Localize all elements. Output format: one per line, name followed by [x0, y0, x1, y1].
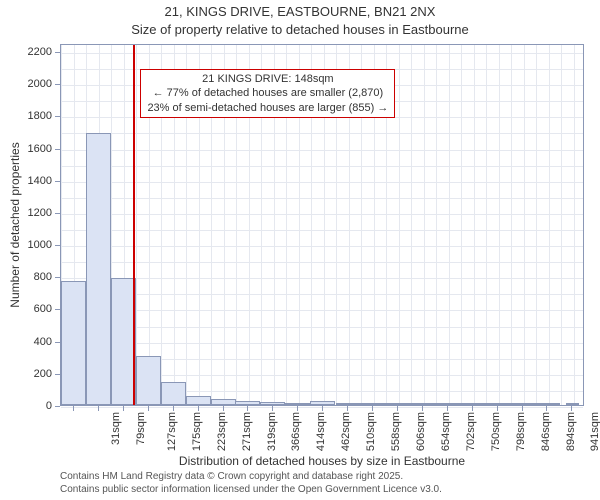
- x-tick-label: 462sqm: [340, 412, 352, 451]
- x-tick-label: 558sqm: [390, 412, 402, 451]
- x-tick-label: 702sqm: [465, 412, 477, 451]
- y-tick-label: 2000: [0, 78, 52, 90]
- x-tick-label: 79sqm: [135, 412, 147, 445]
- chart-title-line1: 21, KINGS DRIVE, EASTBOURNE, BN21 2NX: [0, 4, 600, 19]
- annotation-line-3: 23% of semi-detached houses are larger (…: [147, 101, 388, 115]
- x-tick-label: 846sqm: [540, 412, 552, 451]
- x-tick-label: 894sqm: [565, 412, 577, 451]
- x-tick-label: 510sqm: [365, 412, 377, 451]
- histogram-bar: [486, 403, 511, 405]
- footer-line-1: Contains HM Land Registry data © Crown c…: [60, 470, 442, 483]
- histogram-bar: [386, 403, 411, 405]
- x-tick-label: 319sqm: [266, 412, 278, 451]
- histogram-chart: 21, KINGS DRIVE, EASTBOURNE, BN21 2NX Si…: [0, 0, 600, 500]
- x-tick-label: 175sqm: [191, 412, 203, 451]
- x-tick-label: 798sqm: [515, 412, 527, 451]
- histogram-bar: [310, 401, 335, 405]
- chart-title-line2: Size of property relative to detached ho…: [0, 22, 600, 37]
- x-tick-label: 127sqm: [166, 412, 178, 451]
- histogram-bar: [186, 396, 211, 405]
- plot-area: 21 KINGS DRIVE: 148sqm← 77% of detached …: [60, 44, 584, 406]
- histogram-bar: [411, 403, 436, 405]
- histogram-bar: [161, 382, 186, 405]
- x-tick-label: 606sqm: [415, 412, 427, 451]
- annotation-line-1: 21 KINGS DRIVE: 148sqm: [147, 72, 388, 86]
- histogram-bar: [566, 403, 579, 405]
- histogram-bar: [235, 401, 260, 405]
- y-tick-label: 1800: [0, 110, 52, 122]
- histogram-bar: [111, 278, 136, 405]
- y-tick-label: 200: [0, 368, 52, 380]
- y-tick-label: 0: [0, 400, 52, 412]
- histogram-bar: [260, 402, 285, 405]
- histogram-bar: [86, 133, 111, 405]
- histogram-bar: [136, 356, 161, 405]
- footer-line-2: Contains public sector information licen…: [60, 483, 442, 496]
- y-tick-label: 1400: [0, 175, 52, 187]
- x-tick-label: 750sqm: [490, 412, 502, 451]
- y-tick-label: 600: [0, 303, 52, 315]
- histogram-bar: [361, 403, 386, 405]
- y-axis-title: Number of detached properties: [8, 135, 22, 315]
- annotation-callout: 21 KINGS DRIVE: 148sqm← 77% of detached …: [140, 69, 395, 118]
- x-tick-label: 941sqm: [590, 412, 600, 451]
- histogram-bar: [61, 281, 86, 405]
- annotation-line-2: ← 77% of detached houses are smaller (2,…: [147, 86, 388, 100]
- property-marker-line: [133, 45, 135, 405]
- y-tick-label: 1000: [0, 239, 52, 251]
- footer-attribution: Contains HM Land Registry data © Crown c…: [60, 470, 442, 496]
- x-axis-title: Distribution of detached houses by size …: [60, 454, 584, 468]
- x-tick-label: 654sqm: [440, 412, 452, 451]
- y-tick-label: 1200: [0, 207, 52, 219]
- histogram-bar: [535, 403, 560, 405]
- histogram-bar: [436, 403, 461, 405]
- histogram-bar: [211, 399, 235, 405]
- histogram-bar: [511, 403, 535, 405]
- histogram-bar: [336, 403, 361, 405]
- x-tick-label: 31sqm: [110, 412, 122, 445]
- y-tick-label: 1600: [0, 143, 52, 155]
- y-tick-label: 400: [0, 336, 52, 348]
- y-tick-label: 800: [0, 271, 52, 283]
- x-tick-label: 414sqm: [315, 412, 327, 451]
- histogram-bar: [461, 403, 486, 405]
- x-tick-label: 223sqm: [216, 412, 228, 451]
- x-tick-label: 271sqm: [241, 412, 253, 451]
- histogram-bar: [285, 403, 310, 405]
- x-tick-label: 366sqm: [290, 412, 302, 451]
- y-tick-label: 2200: [0, 46, 52, 58]
